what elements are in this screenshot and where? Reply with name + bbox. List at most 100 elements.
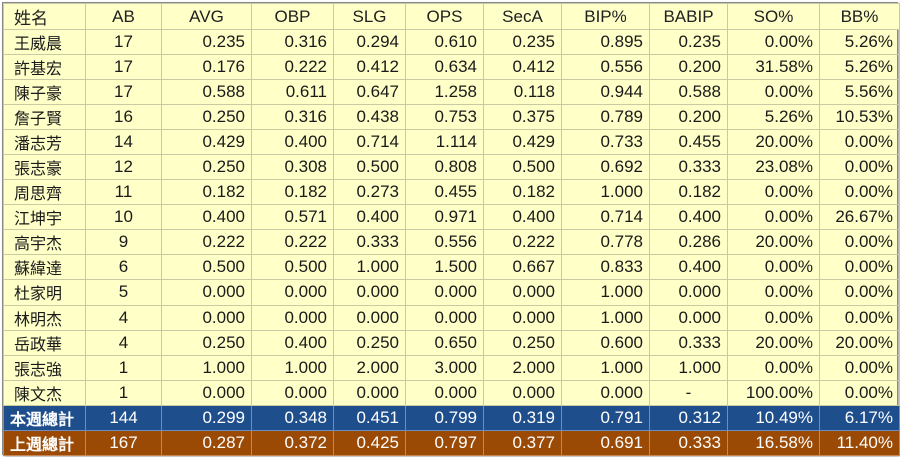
column-header-obp: OBP: [251, 3, 334, 30]
cell-ops: 1.114: [405, 129, 484, 156]
cell-babip: 1.000: [649, 354, 728, 381]
cell-avg: 0.287: [161, 429, 252, 456]
cell-so: 0.00%: [727, 79, 820, 106]
cell-obp: 0.222: [251, 229, 334, 256]
cell-avg: 0.500: [161, 254, 252, 281]
cell-avg: 0.235: [161, 28, 252, 56]
cell-slg: 0.412: [333, 54, 406, 81]
cell-slg: 0.425: [333, 429, 406, 456]
cell-babip: 0.333: [649, 154, 728, 181]
cell-avg: 0.588: [161, 79, 252, 106]
cell-ab: 17: [85, 54, 162, 81]
cell-seca: 0.222: [483, 229, 562, 256]
cell-slg: 0.714: [333, 129, 406, 156]
table-row: 張志豪 12 0.250 0.308 0.500 0.808 0.500 0.692 0.333…: [3, 154, 900, 181]
cell-so: 31.58%: [727, 54, 820, 81]
cell-player-name: 許基宏: [3, 54, 86, 81]
cell-bip: 0.556: [561, 54, 650, 81]
cell-obp: 0.316: [251, 104, 334, 131]
cell-slg: 0.500: [333, 154, 406, 181]
cell-avg: 0.250: [161, 329, 252, 356]
column-header-name: 姓名: [3, 3, 86, 30]
column-header-slg: SLG: [333, 3, 406, 30]
cell-bip: 0.791: [561, 404, 650, 431]
last-week-total-row: 上週總計 167 0.287 0.372 0.425 0.797 0.377 0.691 0.3…: [3, 429, 900, 456]
cell-player-name: 詹子賢: [3, 104, 86, 131]
cell-slg: 0.000: [333, 279, 406, 306]
cell-player-name: 潘志芳: [3, 129, 86, 156]
cell-slg: 0.647: [333, 79, 406, 106]
cell-babip: -: [649, 379, 728, 406]
table-row: 高宇杰 9 0.222 0.222 0.333 0.556 0.222 0.778 0.286 2…: [3, 229, 900, 256]
cell-bb: 10.53%: [819, 104, 900, 131]
cell-slg: 0.333: [333, 229, 406, 256]
column-header-babip: BABIP: [649, 3, 728, 30]
cell-seca: 0.235: [483, 28, 562, 56]
cell-obp: 0.571: [251, 204, 334, 231]
cell-player-name: 高宇杰: [3, 229, 86, 256]
table-row: 陳子豪 17 0.588 0.611 0.647 1.258 0.118 0.944 0.588…: [3, 79, 900, 106]
cell-obp: 0.000: [251, 379, 334, 406]
cell-slg: 0.294: [333, 28, 406, 56]
cell-ab: 14: [85, 129, 162, 156]
cell-obp: 0.000: [251, 304, 334, 331]
cell-avg: 1.000: [161, 354, 252, 381]
cell-slg: 0.438: [333, 104, 406, 131]
cell-babip: 0.400: [649, 204, 728, 231]
table-row: 蘇緯達 6 0.500 0.500 1.000 1.500 0.667 0.833 0.400 0…: [3, 254, 900, 281]
cell-so: 0.00%: [727, 204, 820, 231]
cell-so: 10.49%: [727, 404, 820, 431]
cell-obp: 0.611: [251, 79, 334, 106]
cell-babip: 0.000: [649, 279, 728, 306]
cell-bip: 0.833: [561, 254, 650, 281]
cell-avg: 0.176: [161, 54, 252, 81]
table-row: 林明杰 4 0.000 0.000 0.000 0.000 0.000 1.000 0.000 0…: [3, 304, 900, 331]
cell-slg: 2.000: [333, 354, 406, 381]
column-header-bip: BIP%: [561, 3, 650, 30]
cell-bip: 0.789: [561, 104, 650, 131]
cell-slg: 0.000: [333, 379, 406, 406]
cell-bb: 0.00%: [819, 229, 900, 256]
cell-avg: 0.000: [161, 379, 252, 406]
column-header-ops: OPS: [405, 3, 484, 30]
cell-ops: 0.753: [405, 104, 484, 131]
cell-obp: 0.000: [251, 279, 334, 306]
cell-ops: 1.500: [405, 254, 484, 281]
cell-ops: 0.610: [405, 28, 484, 56]
cell-babip: 0.312: [649, 404, 728, 431]
this-week-total-row: 本週總計 144 0.299 0.348 0.451 0.799 0.319 0.791 0.3…: [3, 404, 900, 431]
cell-avg: 0.000: [161, 304, 252, 331]
cell-babip: 0.182: [649, 179, 728, 206]
cell-player-name: 蘇緯達: [3, 254, 86, 281]
cell-bip: 0.691: [561, 429, 650, 456]
cell-bb: 0.00%: [819, 154, 900, 181]
cell-slg: 0.400: [333, 204, 406, 231]
cell-babip: 0.235: [649, 28, 728, 56]
cell-so: 0.00%: [727, 254, 820, 281]
cell-bb: 0.00%: [819, 279, 900, 306]
cell-ops: 3.000: [405, 354, 484, 381]
cell-seca: 0.000: [483, 379, 562, 406]
cell-ops: 0.971: [405, 204, 484, 231]
cell-ab: 10: [85, 204, 162, 231]
cell-player-name: 張志豪: [3, 154, 86, 181]
cell-ops: 0.808: [405, 154, 484, 181]
cell-bb: 26.67%: [819, 204, 900, 231]
cell-bb: 0.00%: [819, 379, 900, 406]
cell-so: 0.00%: [727, 354, 820, 381]
table-row: 張志強 1 1.000 1.000 2.000 3.000 2.000 1.000 1.000 0…: [3, 354, 900, 381]
cell-player-name: 林明杰: [3, 304, 86, 331]
cell-slg: 0.273: [333, 179, 406, 206]
cell-seca: 2.000: [483, 354, 562, 381]
cell-obp: 0.308: [251, 154, 334, 181]
cell-so: 100.00%: [727, 379, 820, 406]
cell-so: 0.00%: [727, 179, 820, 206]
cell-avg: 0.182: [161, 179, 252, 206]
cell-ab: 1: [85, 379, 162, 406]
cell-ab: 4: [85, 329, 162, 356]
cell-bb: 0.00%: [819, 304, 900, 331]
cell-obp: 0.400: [251, 329, 334, 356]
table-row: 許基宏 17 0.176 0.222 0.412 0.634 0.412 0.556 0.200…: [3, 54, 900, 81]
column-header-bb: BB%: [819, 3, 900, 30]
cell-player-name: 上週總計: [3, 429, 86, 456]
